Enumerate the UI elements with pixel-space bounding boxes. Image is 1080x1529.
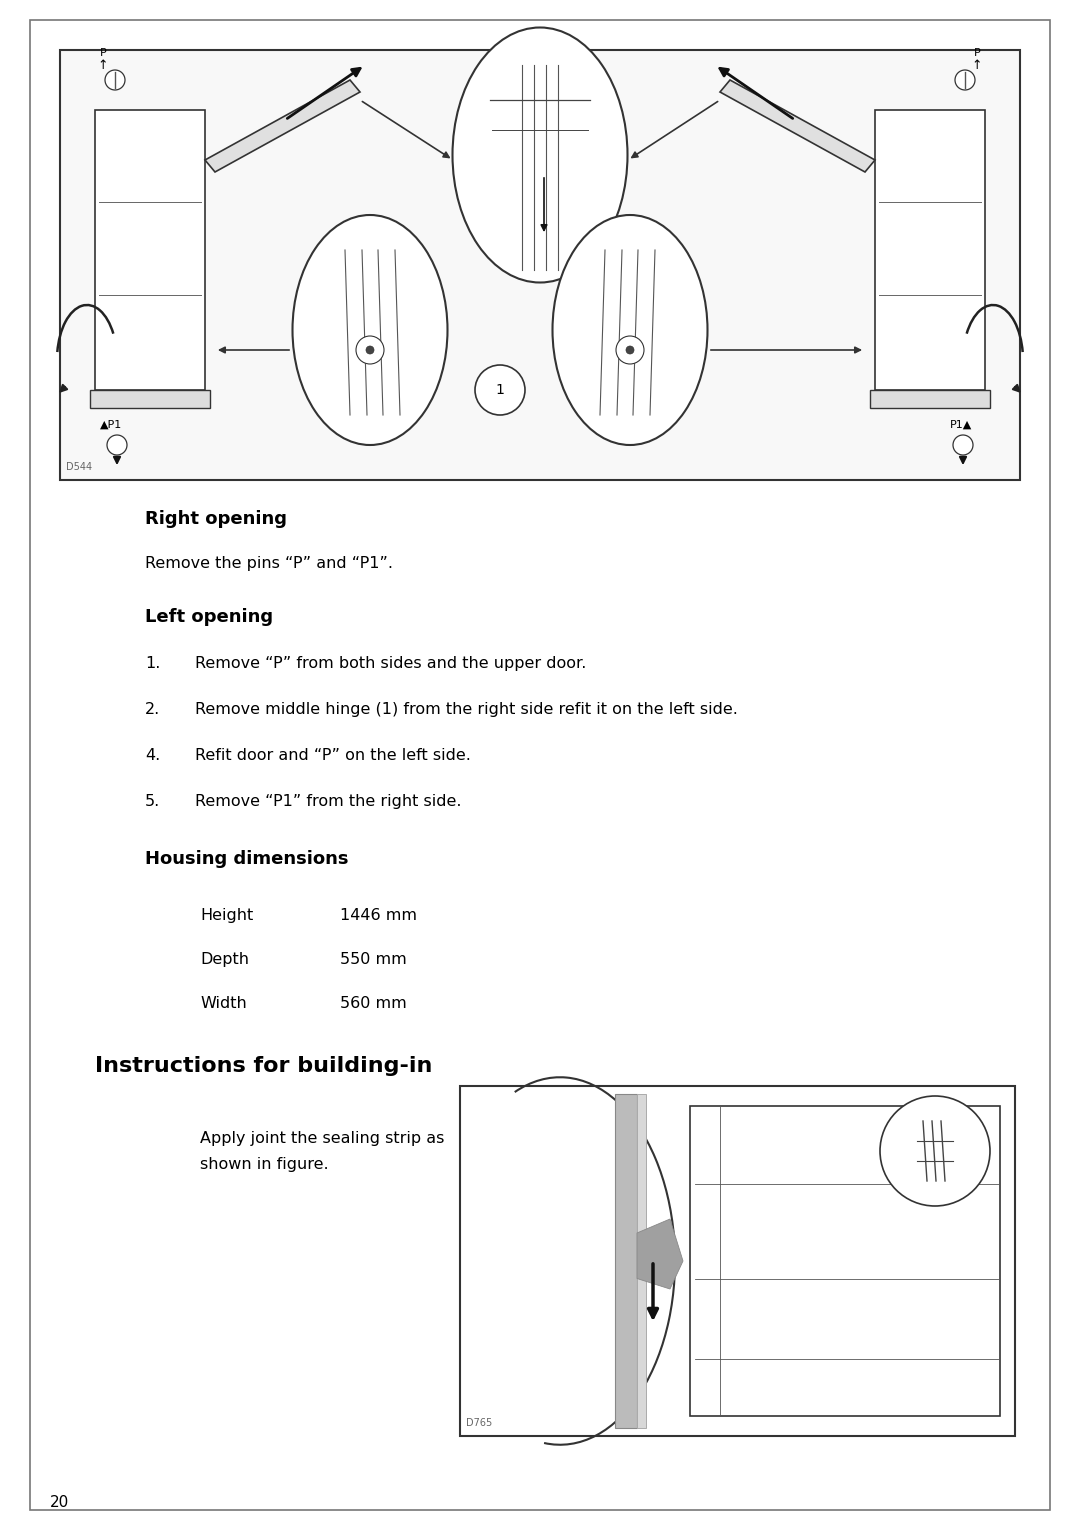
Text: 1446 mm: 1446 mm	[340, 908, 417, 924]
Text: Housing dimensions: Housing dimensions	[145, 850, 349, 868]
Bar	[95, 110, 205, 390]
Text: 4.: 4.	[145, 748, 160, 763]
Text: Width: Width	[200, 995, 246, 1011]
Text: Left opening: Left opening	[145, 609, 273, 625]
Text: 2.: 2.	[145, 702, 160, 717]
Bar	[637, 1095, 646, 1428]
Bar	[460, 1086, 1015, 1436]
Text: Refit door and “P” on the left side.: Refit door and “P” on the left side.	[195, 748, 471, 763]
Text: ▲P1: ▲P1	[100, 420, 122, 430]
Text: Right opening: Right opening	[145, 511, 287, 528]
Ellipse shape	[453, 28, 627, 283]
Text: 560 mm: 560 mm	[340, 995, 407, 1011]
Text: D544: D544	[66, 462, 92, 472]
Text: 20: 20	[50, 1495, 69, 1511]
Polygon shape	[205, 80, 360, 171]
Circle shape	[955, 70, 975, 90]
Circle shape	[953, 434, 973, 456]
Ellipse shape	[293, 216, 447, 445]
Text: Height: Height	[200, 908, 253, 924]
Circle shape	[880, 1096, 990, 1206]
Circle shape	[107, 434, 127, 456]
Text: Depth: Depth	[200, 953, 249, 966]
Text: ↑: ↑	[972, 60, 982, 72]
Text: Remove the pins “P” and “P1”.: Remove the pins “P” and “P1”.	[145, 557, 393, 570]
Bar	[90, 390, 210, 408]
Text: 1.: 1.	[145, 656, 160, 671]
Circle shape	[366, 346, 374, 355]
Text: shown in figure.: shown in figure.	[200, 1157, 328, 1173]
Text: P: P	[974, 47, 981, 58]
Bar	[690, 1105, 1000, 1416]
Text: 1: 1	[496, 382, 504, 398]
Bar	[615, 1095, 637, 1428]
Polygon shape	[637, 1219, 683, 1289]
Bar	[875, 110, 985, 390]
Circle shape	[616, 336, 644, 364]
Polygon shape	[720, 80, 875, 171]
Circle shape	[356, 336, 384, 364]
Circle shape	[626, 346, 634, 355]
Bar	[870, 390, 990, 408]
Text: Instructions for building-in: Instructions for building-in	[95, 1057, 432, 1076]
Ellipse shape	[553, 216, 707, 445]
Text: Remove middle hinge (1) from the right side refit it on the left side.: Remove middle hinge (1) from the right s…	[195, 702, 738, 717]
Circle shape	[105, 70, 125, 90]
Text: 5.: 5.	[145, 794, 160, 809]
Text: D765: D765	[465, 1417, 492, 1428]
Text: P1▲: P1▲	[950, 420, 972, 430]
Text: Remove “P1” from the right side.: Remove “P1” from the right side.	[195, 794, 461, 809]
Text: 550 mm: 550 mm	[340, 953, 407, 966]
Text: ↑: ↑	[98, 60, 108, 72]
Text: P: P	[99, 47, 106, 58]
Text: Remove “P” from both sides and the upper door.: Remove “P” from both sides and the upper…	[195, 656, 586, 671]
Circle shape	[475, 365, 525, 414]
Text: Apply joint the sealing strip as: Apply joint the sealing strip as	[200, 1131, 444, 1147]
Bar	[60, 50, 1020, 480]
